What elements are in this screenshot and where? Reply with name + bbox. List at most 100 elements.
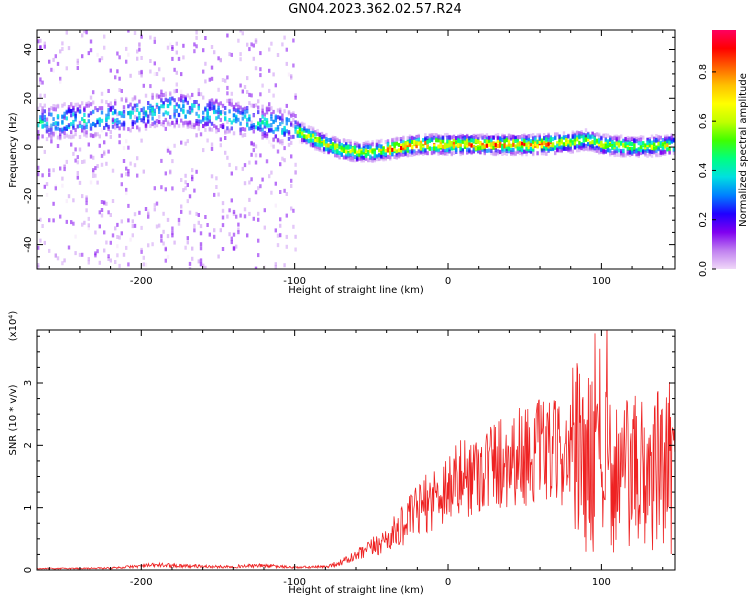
spectrogram-cell bbox=[342, 138, 346, 143]
spectrogram-cell bbox=[254, 190, 258, 195]
spectrogram-cell bbox=[285, 103, 288, 108]
x-tick-label: 100 bbox=[592, 577, 611, 588]
spectrogram-cell bbox=[400, 139, 403, 144]
spectrogram-cell bbox=[248, 92, 251, 97]
spectrogram-cell bbox=[265, 120, 269, 125]
spectrogram-cell bbox=[173, 240, 176, 245]
spectrogram-cell bbox=[100, 99, 104, 104]
spectrogram-cell bbox=[140, 108, 143, 113]
spectrogram-cell bbox=[274, 127, 277, 132]
spectrogram-cell bbox=[83, 129, 86, 134]
spectrogram-cell bbox=[144, 126, 148, 131]
spectrogram-cell bbox=[279, 107, 282, 112]
spectrogram-cell bbox=[155, 201, 159, 206]
spectrogram-cell bbox=[56, 135, 60, 140]
spectrogram-cell bbox=[477, 137, 480, 142]
spectrogram-cell bbox=[257, 186, 260, 191]
spectrogram-cell bbox=[188, 124, 192, 129]
spectrogram-cell bbox=[52, 218, 55, 223]
spectrogram-cell bbox=[243, 181, 247, 186]
spectrogram-cell bbox=[76, 155, 79, 160]
spectrogram-cell bbox=[72, 119, 75, 124]
spectrogram-cell bbox=[243, 85, 247, 89]
spectrogram-cell bbox=[461, 150, 464, 155]
spectrogram-cell bbox=[94, 230, 97, 235]
spectrogram-cell bbox=[85, 201, 88, 206]
spectrogram-cell bbox=[426, 136, 429, 140]
spectrogram-cell bbox=[292, 118, 295, 122]
spectrogram-cell bbox=[371, 149, 374, 154]
spectrogram-cell bbox=[584, 146, 588, 151]
spectrogram-cell bbox=[173, 124, 176, 129]
spectrogram-cell bbox=[380, 138, 383, 143]
spectrogram-cell bbox=[246, 76, 249, 81]
spectrogram-cell bbox=[290, 121, 293, 126]
spectrogram-cell bbox=[166, 45, 170, 50]
spectrogram-cell bbox=[650, 144, 654, 149]
spectrogram-cell bbox=[43, 114, 46, 119]
spectrogram-cell bbox=[298, 133, 302, 138]
spectrogram-cell bbox=[85, 208, 88, 213]
spectrogram-cell bbox=[353, 142, 357, 147]
spectrogram-cell bbox=[195, 119, 198, 123]
spectrogram-cell bbox=[127, 218, 130, 223]
spectrogram-cell bbox=[268, 88, 271, 93]
spectrogram-cell bbox=[177, 217, 181, 222]
spectrogram-cell bbox=[63, 115, 66, 120]
spectrogram-cell bbox=[74, 234, 77, 239]
spectrogram-cell bbox=[384, 156, 387, 161]
spectrogram-cell bbox=[617, 152, 621, 157]
spectrogram-cell bbox=[133, 120, 137, 125]
spectrogram-cell bbox=[186, 100, 189, 105]
spectrogram-cell bbox=[270, 112, 273, 117]
spectrogram-cell bbox=[483, 139, 486, 144]
spectrogram-cell bbox=[336, 149, 339, 154]
spectrogram-cell bbox=[259, 124, 262, 129]
spectrogram-cell bbox=[180, 204, 183, 209]
spectrogram-cell bbox=[105, 161, 108, 166]
spectrogram-cell bbox=[56, 104, 60, 109]
spectrogram-cell bbox=[417, 151, 420, 156]
spectrogram-cell bbox=[611, 145, 614, 150]
spectrogram-cell bbox=[127, 52, 130, 57]
spectrogram-cell bbox=[155, 123, 159, 128]
spectrogram-cell bbox=[221, 223, 225, 228]
spectrogram-cell bbox=[395, 149, 398, 154]
spectrogram-cell bbox=[63, 111, 66, 116]
spectrogram-cell bbox=[631, 137, 634, 142]
spectrogram-cell bbox=[166, 146, 170, 151]
spectrogram-cell bbox=[140, 225, 143, 230]
spectrogram-cell bbox=[373, 158, 376, 163]
spectrogram-cell bbox=[219, 137, 222, 142]
spectrogram-cell bbox=[514, 135, 517, 140]
spectrogram-cell bbox=[292, 134, 295, 139]
spectrogram-cell bbox=[232, 113, 236, 118]
spectrogram-cell bbox=[41, 224, 44, 228]
spectrogram-cell bbox=[257, 211, 260, 216]
spectrogram-cell bbox=[285, 61, 288, 66]
spectrogram-cell bbox=[241, 116, 244, 121]
spectrogram-cell bbox=[406, 144, 409, 149]
spectrogram-cell bbox=[615, 141, 618, 146]
spectrogram-cell bbox=[338, 139, 341, 144]
spectrogram-cell bbox=[210, 98, 214, 103]
spectrogram-cell bbox=[554, 132, 557, 137]
spectrogram-cell bbox=[164, 247, 167, 252]
spectrogram-cell bbox=[250, 103, 253, 108]
spectrogram-cell bbox=[270, 142, 273, 147]
spectrogram-cell bbox=[437, 144, 440, 149]
spectrogram-cell bbox=[413, 152, 416, 157]
spectrogram-cell bbox=[239, 121, 242, 126]
spectrogram-cell bbox=[122, 252, 126, 257]
spectrogram-cell bbox=[259, 92, 262, 97]
spectrogram-cell bbox=[580, 131, 583, 136]
spectrogram-cell bbox=[281, 119, 284, 124]
spectrogram-cell bbox=[309, 125, 313, 130]
spectrogram-cell bbox=[85, 133, 88, 138]
spectrogram-cell bbox=[243, 163, 247, 168]
spectrogram-cell bbox=[468, 136, 471, 141]
spectrogram-cell bbox=[406, 152, 409, 157]
spectrogram-cell bbox=[175, 82, 178, 87]
spectrogram-cell bbox=[204, 122, 207, 127]
spectrogram-cell bbox=[622, 151, 625, 156]
